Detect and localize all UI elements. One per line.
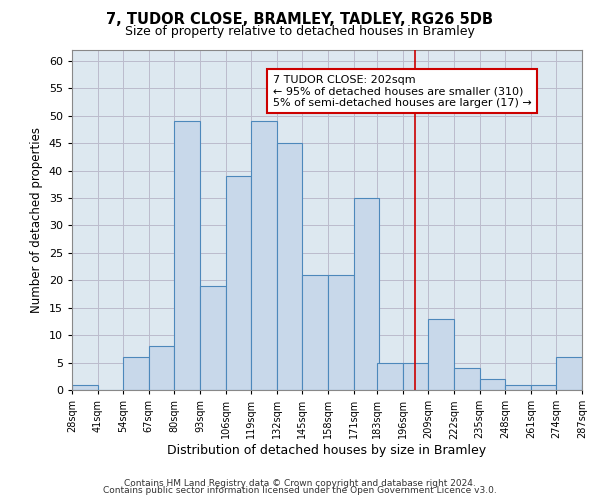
Text: Size of property relative to detached houses in Bramley: Size of property relative to detached ho… xyxy=(125,25,475,38)
Bar xyxy=(582,384,600,390)
Bar xyxy=(328,275,353,390)
Bar xyxy=(72,384,98,390)
Bar xyxy=(277,143,302,390)
Y-axis label: Number of detached properties: Number of detached properties xyxy=(30,127,43,313)
Bar xyxy=(175,122,200,390)
X-axis label: Distribution of detached houses by size in Bramley: Distribution of detached houses by size … xyxy=(167,444,487,457)
Bar xyxy=(428,318,454,390)
Bar xyxy=(505,384,531,390)
Bar xyxy=(403,362,428,390)
Bar xyxy=(454,368,479,390)
Bar xyxy=(251,122,277,390)
Bar xyxy=(377,362,403,390)
Bar xyxy=(149,346,175,390)
Bar xyxy=(556,357,582,390)
Bar xyxy=(531,384,556,390)
Bar xyxy=(302,275,328,390)
Text: 7 TUDOR CLOSE: 202sqm
← 95% of detached houses are smaller (310)
5% of semi-deta: 7 TUDOR CLOSE: 202sqm ← 95% of detached … xyxy=(273,74,532,108)
Text: Contains HM Land Registry data © Crown copyright and database right 2024.: Contains HM Land Registry data © Crown c… xyxy=(124,478,476,488)
Bar xyxy=(353,198,379,390)
Bar xyxy=(479,379,505,390)
Bar xyxy=(200,286,226,390)
Text: 7, TUDOR CLOSE, BRAMLEY, TADLEY, RG26 5DB: 7, TUDOR CLOSE, BRAMLEY, TADLEY, RG26 5D… xyxy=(107,12,493,28)
Bar xyxy=(226,176,251,390)
Text: Contains public sector information licensed under the Open Government Licence v3: Contains public sector information licen… xyxy=(103,486,497,495)
Bar xyxy=(123,357,149,390)
